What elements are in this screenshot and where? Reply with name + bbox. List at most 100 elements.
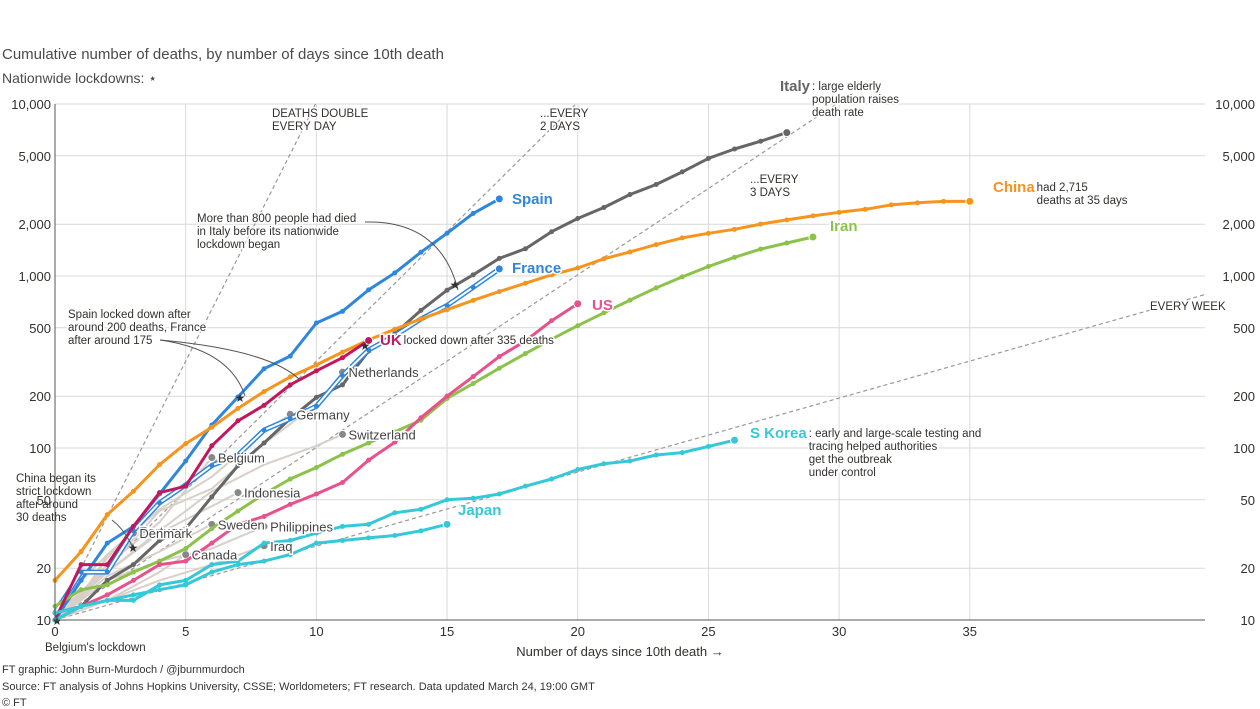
series-labels: Netherlands Germany Switzerland Belgium Indo… [138, 77, 1129, 565]
data-point [235, 463, 241, 469]
data-point [340, 537, 345, 543]
series-label: Portugal [139, 524, 188, 539]
series-label: Sweden [218, 517, 265, 532]
data-point [444, 230, 450, 236]
data-point [653, 285, 659, 291]
data-point [418, 249, 424, 255]
data-point [209, 443, 215, 449]
series-label: Canada [192, 548, 238, 563]
data-point [522, 338, 528, 344]
data-point [183, 546, 189, 552]
series-end-point [259, 521, 269, 531]
data-point [679, 235, 685, 241]
series-end-point [965, 196, 975, 206]
series-label: China [993, 179, 1035, 196]
data-point [313, 394, 319, 400]
series-end-point [494, 264, 504, 274]
data-point [366, 440, 372, 446]
credit-text: FT graphic: John Burn-Murdoch / @jburnmu… [2, 664, 245, 676]
data-point [157, 587, 163, 593]
data-point [575, 265, 581, 271]
doubling-reference-line [54, 103, 837, 621]
data-point [209, 526, 215, 532]
data-point [183, 441, 189, 447]
data-point [104, 582, 110, 588]
data-point [653, 242, 659, 248]
y-tick-label-right: 10,000 [1215, 97, 1255, 112]
series-end-point [573, 299, 583, 309]
y-tick-label-left: 500 [29, 321, 51, 336]
data-point [679, 274, 685, 280]
annotation-text: More than 800 people had died in Italy be… [197, 213, 356, 251]
data-point [183, 582, 189, 588]
data-point [549, 476, 555, 482]
series-label: Netherlands [349, 365, 420, 380]
data-point [575, 323, 581, 329]
chart-title: Cumulative number of deaths, by number o… [2, 46, 444, 63]
lockdown-star-icon: ★ [235, 391, 246, 405]
data-point [235, 405, 241, 411]
data-point [157, 537, 163, 543]
data-point [366, 287, 372, 293]
data-point [627, 297, 633, 303]
annotation-text: Belgium's lockdown [45, 642, 146, 654]
data-point [340, 308, 345, 314]
series-label: Germany [296, 407, 350, 422]
y-tick-label-right: 2,000 [1222, 217, 1255, 232]
data-point [209, 569, 215, 575]
data-point [157, 490, 163, 496]
data-point [340, 480, 345, 486]
data-point [287, 476, 293, 482]
data-point [340, 355, 345, 361]
data-point [340, 372, 345, 378]
data-point [392, 270, 398, 276]
series-label: Indonesia [244, 486, 301, 501]
x-tick-label: 15 [440, 624, 454, 639]
data-point [104, 597, 110, 603]
data-point [470, 495, 476, 501]
data-point [287, 416, 293, 422]
series-label: Belgium [218, 451, 265, 466]
x-tick-label: 10 [309, 624, 323, 639]
data-point [130, 592, 136, 598]
data-point [261, 389, 267, 395]
data-point [130, 597, 136, 603]
x-tick-label: 20 [570, 624, 584, 639]
series-end-point [207, 453, 217, 463]
data-point [157, 462, 163, 468]
data-point [235, 558, 241, 564]
data-point [261, 366, 267, 372]
y-tick-label-right: 200 [1233, 389, 1255, 404]
series-label: France [512, 260, 561, 277]
data-point [653, 181, 659, 187]
data-point [287, 501, 293, 507]
reference-line-label: ...EVERY 2 DAYS [540, 108, 589, 133]
annotation-text: China began its strict lockdown after arou… [16, 473, 96, 524]
series-end-point [782, 128, 792, 138]
data-point [340, 382, 345, 388]
data-point [261, 558, 267, 564]
data-point [549, 318, 555, 324]
data-point [183, 577, 189, 583]
data-point [235, 508, 241, 514]
data-point [418, 307, 424, 313]
data-point [470, 374, 476, 380]
data-point [836, 209, 842, 215]
data-point [705, 264, 711, 270]
data-point [235, 521, 241, 527]
data-point [522, 246, 528, 252]
y-tick-label-left: 100 [29, 441, 51, 456]
data-point [261, 440, 267, 446]
data-point [313, 530, 319, 536]
y-tick-label-left: 2,000 [18, 217, 51, 232]
data-point [496, 365, 502, 371]
annotation-leader [159, 339, 246, 397]
data-point [183, 458, 189, 464]
doubling-reference-line [54, 103, 317, 621]
data-point [601, 310, 607, 316]
series-note: locked down after 335 deaths [404, 335, 554, 347]
y-tick-label-left: 10,000 [11, 97, 51, 112]
data-point [313, 403, 319, 409]
doubling-reference-line [54, 103, 577, 621]
